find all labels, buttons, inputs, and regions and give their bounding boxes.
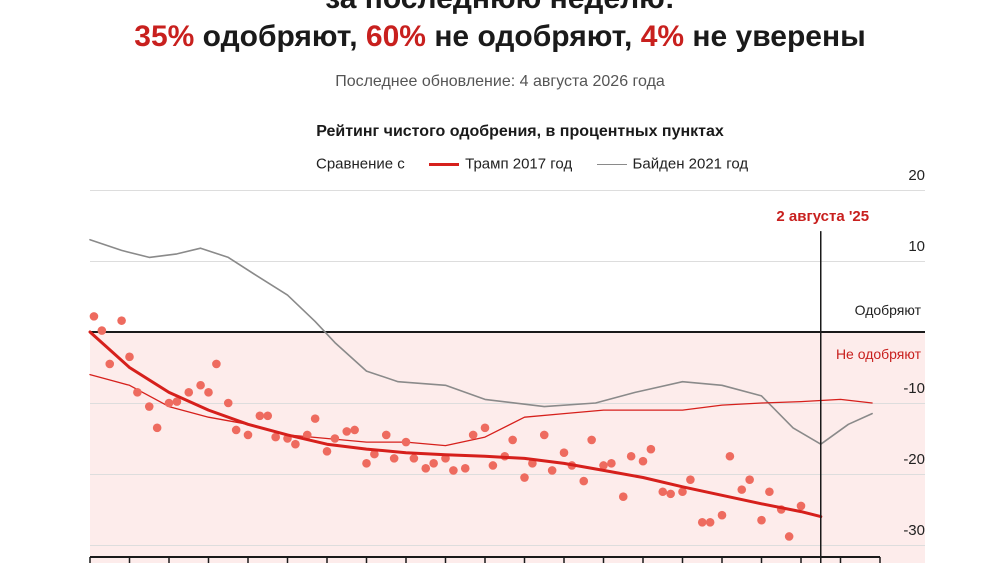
poll-dot <box>638 456 648 466</box>
poll-dot <box>212 359 221 369</box>
poll-dot <box>409 454 419 463</box>
poll-dot <box>172 397 182 406</box>
poll-dot <box>243 430 253 440</box>
poll-dot <box>757 515 766 525</box>
poll-dot <box>528 459 537 468</box>
poll-dot <box>362 459 371 468</box>
poll-dot <box>579 476 589 486</box>
poll-dot <box>231 425 241 435</box>
y-tick-label: 10 <box>908 238 925 255</box>
y-tick-label: -30 <box>903 522 925 539</box>
poll-dot <box>559 448 569 458</box>
biden-2021-line <box>89 238 873 445</box>
poll-dot <box>381 430 391 440</box>
poll-dot <box>144 402 154 411</box>
poll-dot <box>429 459 438 468</box>
poll-dot <box>133 388 142 397</box>
poll-dot <box>480 423 490 433</box>
approve-percent: 35% <box>134 20 195 53</box>
unsure-text: не уверены <box>692 20 866 53</box>
poll-dot <box>152 423 162 433</box>
poll-dot <box>204 388 213 397</box>
poll-dot <box>263 411 273 421</box>
poll-dot <box>666 489 675 499</box>
legend-swatch-trump <box>429 162 460 166</box>
poll-dot <box>164 398 174 408</box>
approve-zone-label: Одобряют <box>855 302 922 318</box>
poll-dot <box>97 326 107 335</box>
y-tick-label: -10 <box>903 380 925 397</box>
poll-dot <box>508 435 517 445</box>
disapprove-text: не одобряют, <box>434 20 633 53</box>
poll-dot <box>350 425 359 435</box>
legend-trump-label: Трамп 2017 год <box>465 155 573 173</box>
approve-text: одобряют, <box>202 20 358 53</box>
poll-dot <box>646 444 656 454</box>
poll-dot <box>725 451 735 461</box>
poll-dot <box>460 464 470 473</box>
chart-title: Рейтинг чистого одобрения, в процентных … <box>316 123 724 140</box>
poll-dot <box>599 461 608 470</box>
poll-dot <box>678 487 687 497</box>
poll-dot <box>547 466 557 475</box>
last-updated: Последнее обновление: 4 августа 2026 год… <box>335 73 665 90</box>
poll-dot <box>520 473 529 482</box>
poll-dot <box>658 487 668 497</box>
poll-dot <box>302 430 312 440</box>
legend-biden-label: Байден 2021 год <box>632 155 749 173</box>
y-tick-label: -20 <box>903 451 925 468</box>
poll-dot <box>389 454 399 463</box>
date-marker-label: 2 августа '25 <box>776 208 869 225</box>
poll-dot <box>184 388 194 397</box>
poll-dot <box>370 449 379 459</box>
poll-dot <box>737 485 747 494</box>
poll-dot <box>587 435 596 445</box>
poll-dot <box>765 487 774 497</box>
poll-dot <box>796 501 806 511</box>
poll-dot <box>686 475 695 484</box>
headline-line-1: за последнюю неделю: <box>0 0 1000 16</box>
poll-dot <box>223 398 233 408</box>
poll-dot <box>697 517 707 527</box>
poll-dot <box>196 380 205 390</box>
poll-dot <box>626 451 636 461</box>
poll-dot <box>717 510 727 520</box>
unsure-percent: 4% <box>640 20 685 53</box>
poll-dot <box>125 352 134 362</box>
poll-dot <box>342 427 352 436</box>
poll-dot <box>330 434 340 443</box>
poll-dot <box>322 446 332 456</box>
poll-dot <box>607 459 616 468</box>
poll-dot <box>271 432 280 442</box>
poll-dot <box>105 359 115 369</box>
poll-dot <box>117 316 126 325</box>
poll-dot <box>745 475 754 484</box>
poll-dot <box>89 312 99 321</box>
poll-dot <box>488 461 498 470</box>
disapprove-zone <box>90 332 925 563</box>
poll-dot <box>449 466 458 475</box>
y-tick-label: 20 <box>908 167 925 184</box>
trump-2017-line <box>89 373 873 447</box>
poll-dot <box>310 414 320 423</box>
chart-legend: Сравнение с Трамп 2017 год Байден 2021 г… <box>316 155 748 173</box>
poll-dot <box>618 492 628 502</box>
headline-line-2: 35% одобряют, 60% не одобряют, 4% не уве… <box>0 20 1000 54</box>
poll-dot <box>784 532 794 541</box>
disapprove-zone-label: Не одобряют <box>836 346 922 362</box>
poll-dot <box>401 437 411 447</box>
poll-dot <box>539 430 549 440</box>
poll-dot <box>291 439 300 449</box>
poll-dot <box>468 430 478 440</box>
poll-dot <box>421 464 431 473</box>
poll-dot <box>255 411 265 421</box>
legend-swatch-biden <box>596 163 627 165</box>
net-approval-trend-line <box>88 330 823 519</box>
legend-compare-label: Сравнение с <box>316 155 405 173</box>
poll-dot <box>705 517 715 527</box>
disapprove-percent: 60% <box>365 20 426 53</box>
